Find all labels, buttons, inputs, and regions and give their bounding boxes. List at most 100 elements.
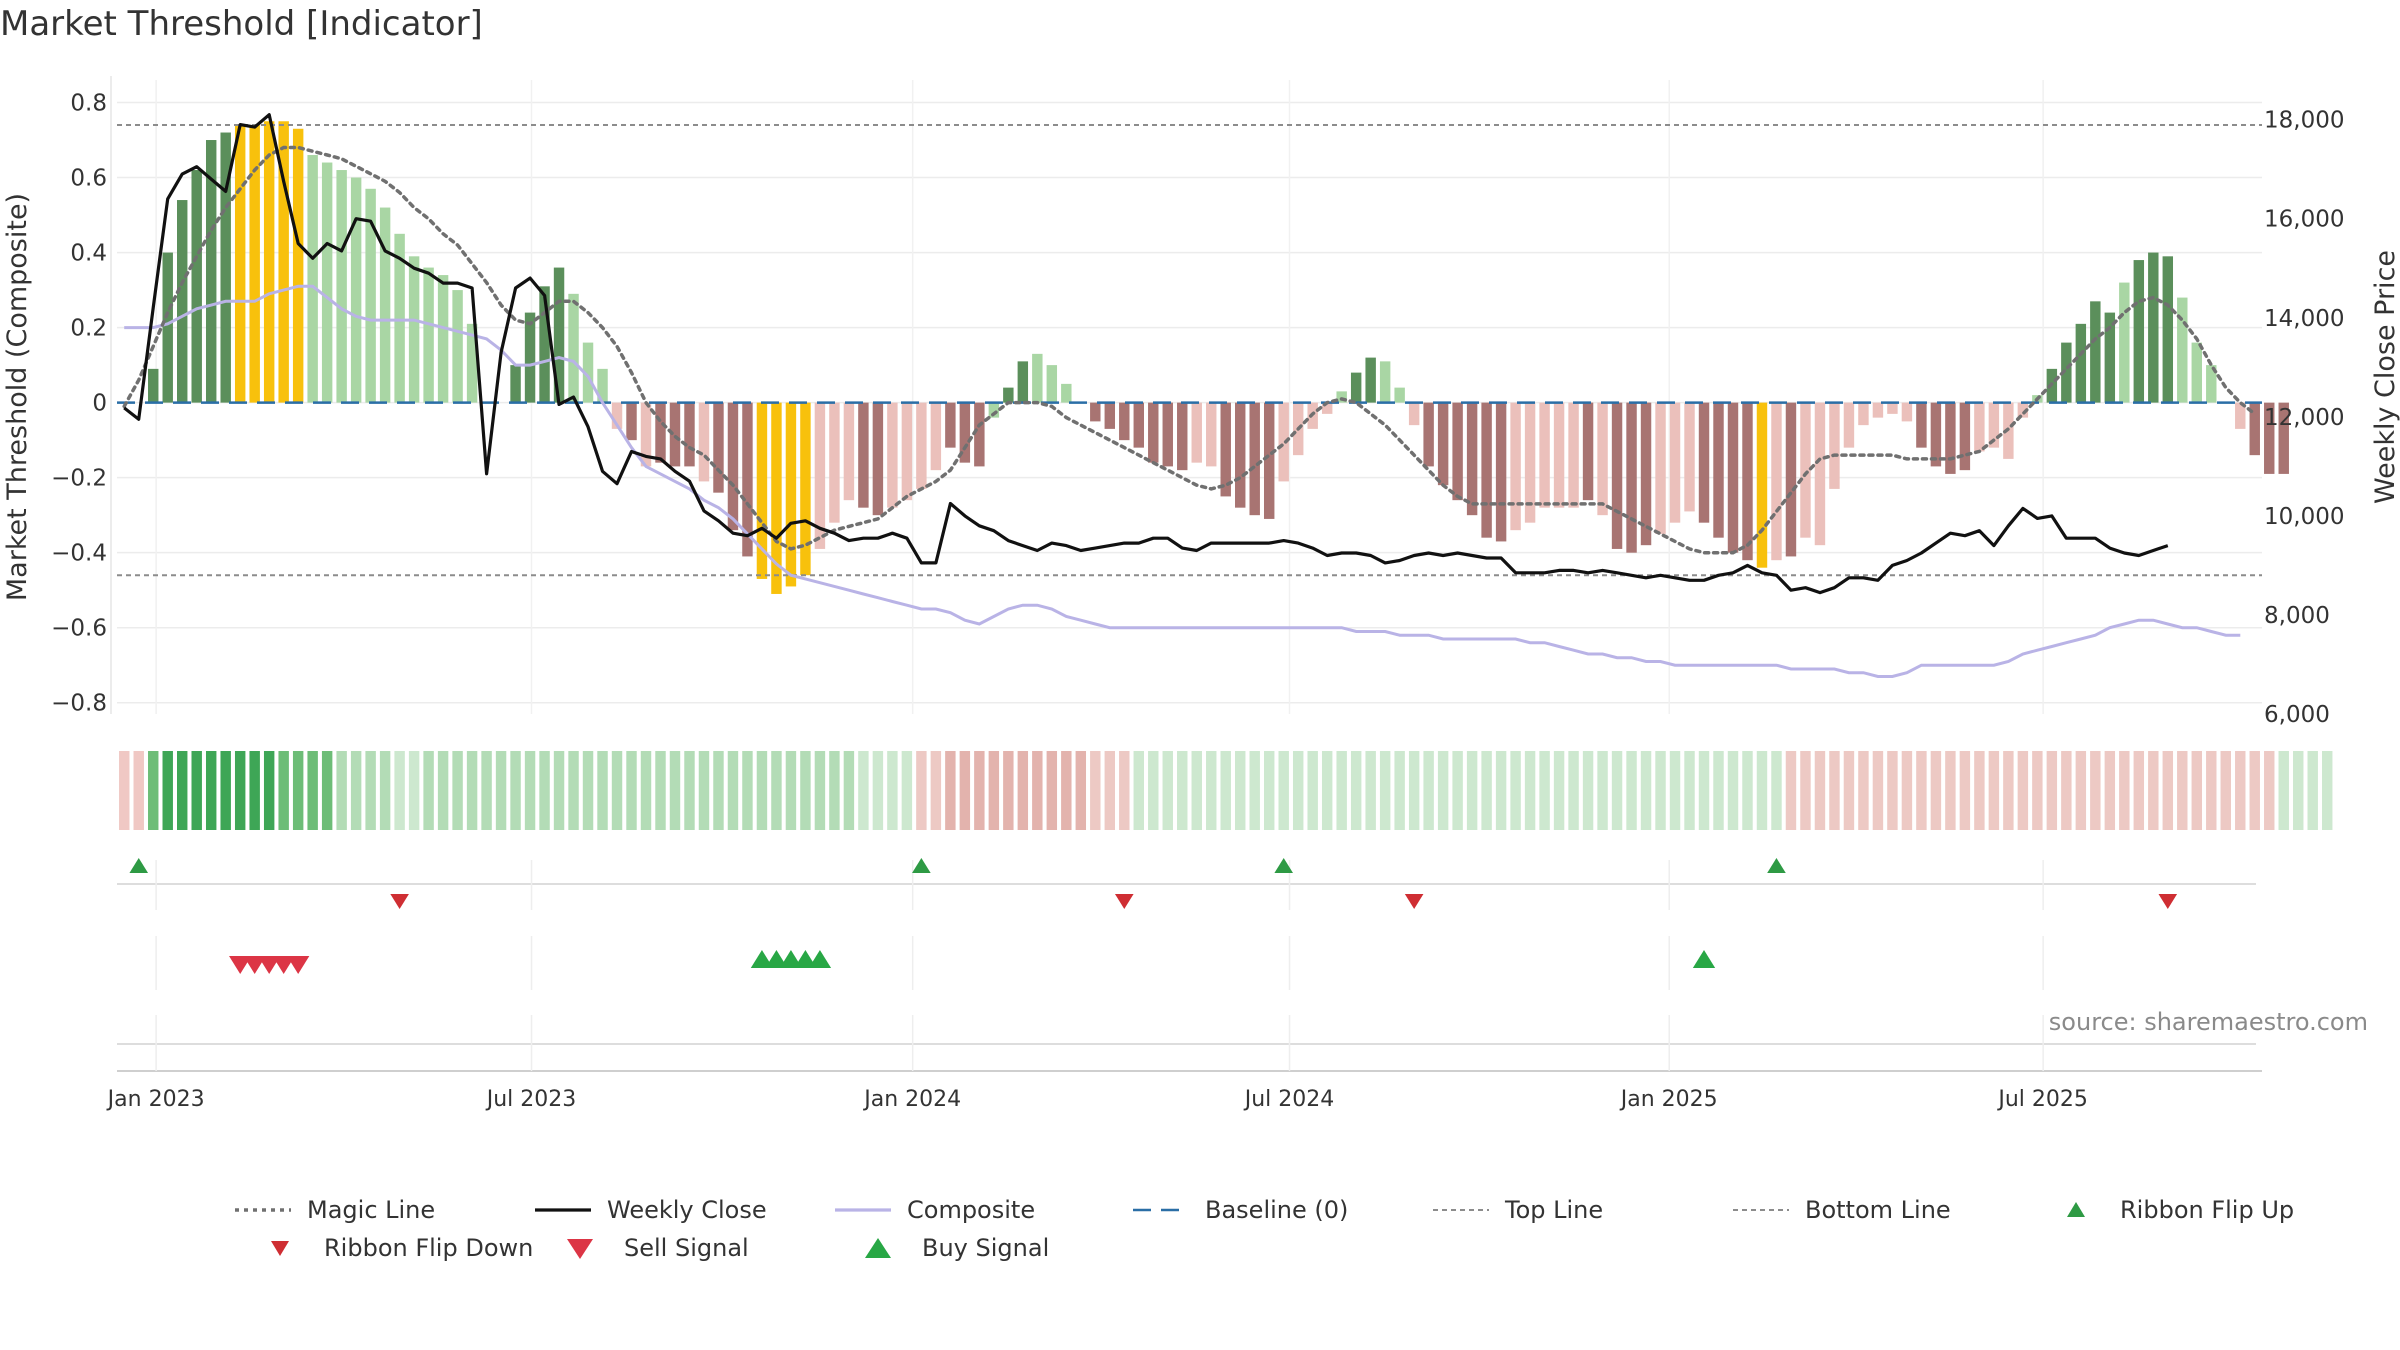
ribbon-cell	[1133, 751, 1144, 830]
composite-bar	[1742, 402, 1753, 561]
composite-bar	[1800, 402, 1811, 538]
composite-bar	[945, 402, 956, 448]
composite-bar	[959, 402, 971, 463]
ribbon-cell	[321, 751, 333, 830]
ribbon-cell	[1684, 751, 1695, 830]
composite-bar	[1046, 365, 1058, 403]
ribbon-flip-up-marker	[1767, 858, 1786, 873]
ribbon-cell	[394, 751, 405, 830]
ribbon-cell	[2322, 751, 2333, 830]
composite-bar	[1930, 402, 1942, 467]
composite-bar	[669, 402, 681, 467]
ribbon-cell	[466, 751, 478, 830]
legend-item-magic: Magic Line	[235, 1196, 435, 1224]
composite-bar	[1510, 402, 1521, 531]
ribbon-cell	[1495, 751, 1507, 830]
composite-bar	[698, 402, 710, 482]
ribbon-cell	[2046, 751, 2058, 830]
composite-bar	[1206, 402, 1217, 467]
ribbon-cell	[2206, 751, 2217, 830]
legend-label: Bottom Line	[1805, 1196, 1951, 1224]
buy-signal-marker	[794, 950, 817, 968]
ribbon-cell	[1640, 751, 1652, 830]
ribbon-cell	[727, 751, 739, 830]
ribbon-cell	[2003, 751, 2014, 830]
composite-bar	[1553, 402, 1565, 508]
composite-bar	[2148, 252, 2159, 403]
composite-bar	[379, 207, 391, 403]
ribbon-cell	[553, 751, 565, 830]
legend-label: Sell Signal	[624, 1234, 749, 1262]
composite-bar	[1249, 402, 1260, 516]
legend-label: Weekly Close	[607, 1196, 767, 1224]
composite-bar	[1524, 402, 1536, 523]
ribbon-cell	[1742, 751, 1753, 830]
ribbon-cell	[1235, 751, 1246, 830]
ribbon-cell	[1510, 751, 1521, 830]
composite-bar	[1945, 402, 1956, 474]
ribbon-cell	[1003, 751, 1014, 830]
ribbon-cell	[205, 751, 217, 830]
ribbon-cell	[1597, 751, 1608, 830]
ribbon-cell	[1887, 751, 1898, 830]
sell-signal-marker	[272, 956, 295, 974]
ribbon-cell	[234, 751, 246, 830]
ribbon-cell	[1727, 751, 1739, 830]
composite-bar	[655, 402, 666, 463]
legend: Magic Line Weekly Close Composite Baseline …	[235, 1196, 2294, 1262]
ribbon-cell	[1423, 751, 1434, 830]
ribbon-cell	[2264, 751, 2275, 830]
ribbon-flip-down-marker	[1404, 894, 1424, 909]
composite-bar	[2061, 342, 2072, 403]
composite-bar	[553, 267, 565, 403]
ribbon-cell	[452, 751, 463, 830]
composite-bar	[1582, 402, 1594, 501]
sell-signal-marker	[287, 956, 310, 974]
legend-label: Ribbon Flip Up	[2120, 1196, 2294, 1224]
y-tick-label: −0.8	[51, 691, 107, 717]
buy-signal-marker	[750, 950, 774, 968]
composite-bar	[1278, 402, 1289, 482]
composite-bar	[1466, 402, 1478, 516]
ribbon-cell	[1698, 751, 1710, 830]
ribbon-cell	[350, 751, 362, 830]
ribbon-flip-down-marker	[390, 894, 409, 909]
legend-item-buy: Buy Signal	[865, 1234, 1049, 1262]
composite-bar	[292, 128, 304, 403]
ribbon-cell	[1148, 751, 1159, 830]
ribbon-cell	[1191, 751, 1202, 830]
composite-bar	[2206, 365, 2217, 403]
composite-bar	[901, 402, 913, 501]
composite-bar	[713, 402, 724, 493]
legend-label: Buy Signal	[922, 1234, 1049, 1262]
legend-swatch	[567, 1239, 593, 1259]
composite-bar	[263, 121, 275, 403]
x-tick-label: Jan 2024	[862, 1087, 961, 1112]
ribbon-cell	[408, 751, 420, 830]
composite-bar	[1539, 402, 1550, 508]
ribbon-flip-up-marker	[129, 858, 149, 873]
composite-bar	[1350, 372, 1362, 403]
y2-tick-label: 16,000	[2264, 207, 2344, 233]
ribbon-cell	[249, 751, 260, 830]
composite-bar	[2104, 312, 2116, 403]
composite-bar	[1655, 402, 1666, 534]
ribbon-cell	[1249, 751, 1260, 830]
ribbon-cell	[1669, 751, 1681, 830]
ribbon-cell	[1350, 751, 1362, 830]
composite-bar	[1887, 402, 1898, 414]
composite-bar	[611, 402, 623, 429]
composite-bar	[1814, 402, 1826, 546]
legend-label: Ribbon Flip Down	[324, 1234, 533, 1262]
ribbon-cell	[858, 751, 869, 830]
ribbon-cell	[1974, 751, 1985, 830]
ribbon-cell	[1336, 751, 1347, 830]
composite-bar	[1191, 402, 1202, 463]
composite-bar	[1959, 402, 1971, 471]
composite-bar	[1336, 391, 1347, 403]
ribbon-cell	[1408, 751, 1420, 830]
ribbon-cell	[1046, 751, 1058, 830]
ribbon-cell	[771, 751, 782, 830]
composite-bar	[785, 402, 797, 587]
composite-bar	[1872, 402, 1884, 418]
